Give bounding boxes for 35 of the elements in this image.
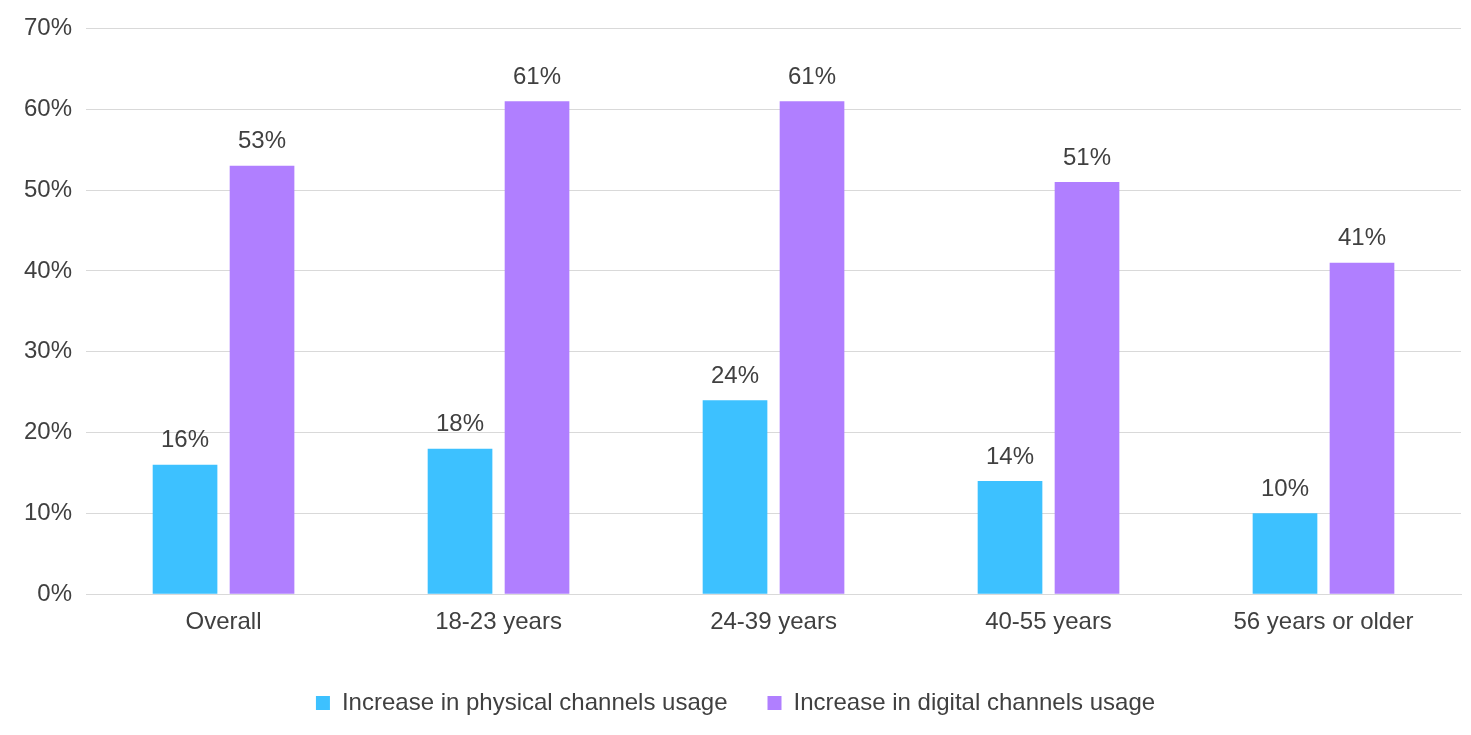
bar [1054,181,1120,594]
y-tick-label: 70% [23,13,73,41]
bar [229,165,295,594]
bar [427,448,493,594]
data-label: 18% [436,409,485,437]
data-label: 10% [1260,474,1310,501]
bar [702,400,768,594]
bar [779,101,845,594]
y-tick-label: 50% [23,174,73,202]
legend-label: Increase in physical channels usage [341,687,728,715]
y-tick-label: 10% [23,498,73,525]
x-tick-label: 40-55 years [985,607,1112,635]
data-label: 24% [711,360,760,388]
y-tick-label: 30% [23,336,73,364]
x-tick-label: 56 years or older [1233,607,1414,635]
data-label: 14% [985,441,1035,469]
y-tick-label: 0% [37,578,73,606]
legend-label: Increase in digital channels usage [793,687,1156,715]
bar [152,464,218,594]
bar [1329,262,1395,594]
data-label: 51% [1062,142,1112,170]
data-label: 16% [161,425,210,453]
bar [1252,513,1318,594]
data-label: 41% [1337,223,1387,251]
y-tick-label: 60% [23,93,73,121]
bar [977,481,1043,594]
x-tick-label: Overall [185,607,262,635]
y-tick-label: 20% [23,417,73,445]
x-tick-label: 24-39 years [710,607,837,635]
data-label: 61% [787,61,837,89]
bar [504,101,570,594]
x-tick-label: 18-23 years [435,607,562,635]
data-label: 61% [513,61,562,89]
data-label: 53% [238,126,287,154]
y-tick-label: 40% [23,255,73,283]
